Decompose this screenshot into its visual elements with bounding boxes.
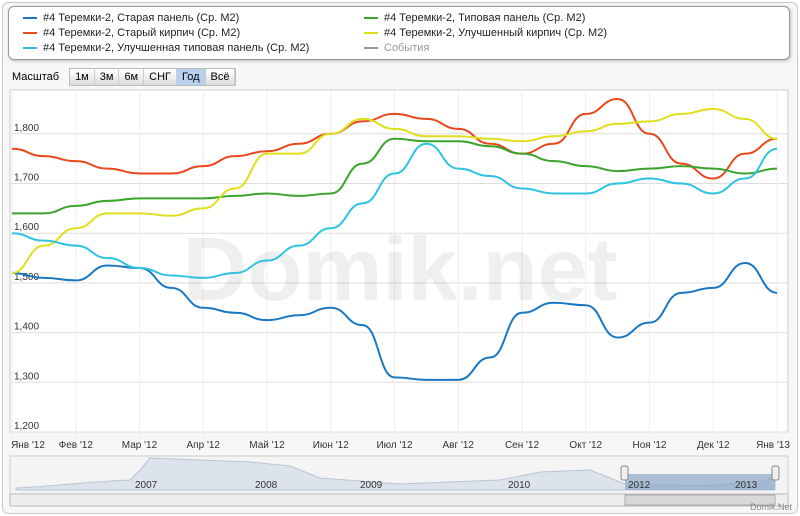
- x-tick-label: Апр '12: [187, 440, 221, 451]
- legend-label: События: [384, 41, 430, 54]
- x-tick-label: Окт '12: [569, 440, 602, 451]
- series-line-3[interactable]: [11, 107, 778, 274]
- series-line-4[interactable]: [11, 142, 778, 279]
- zoom-button-1м[interactable]: 1м: [70, 69, 95, 85]
- footer-credit: Domik.Net: [749, 502, 792, 512]
- zoom-button-6м[interactable]: 6м: [119, 69, 145, 85]
- scrollbar-thumb[interactable]: [624, 494, 776, 506]
- legend-swatch-icon: [364, 16, 378, 19]
- x-tick-label: Май '12: [249, 440, 285, 451]
- y-tick-label: 1,300: [14, 371, 39, 382]
- navigator-year-label: 2008: [255, 480, 278, 491]
- legend-swatch-icon: [364, 31, 378, 34]
- navigator-left-handle[interactable]: [620, 465, 629, 481]
- series-line-1[interactable]: [11, 98, 778, 180]
- y-tick-label: 1,800: [14, 123, 39, 134]
- legend-label: #4 Теремки-2, Улучшенный кирпич (Ср. М2): [384, 26, 608, 39]
- zoom-controls: Масштаб 1м 3м 6м СНГ Год Всё: [12, 68, 237, 86]
- navigator-right-handle[interactable]: [771, 465, 780, 481]
- legend-label: #4 Теремки-2, Старая панель (Ср. М2): [43, 11, 240, 24]
- y-tick-label: 1,200: [14, 421, 39, 432]
- legend-item[interactable]: #4 Теремки-2, Старый кирпич (Ср. М2): [23, 25, 240, 40]
- y-tick-label: 1,700: [14, 173, 39, 184]
- zoom-button-Всё[interactable]: Всё: [205, 69, 236, 85]
- x-tick-label: Мар '12: [122, 440, 158, 451]
- x-tick-label: Июл '12: [376, 440, 413, 451]
- zoom-button-3м[interactable]: 3м: [94, 69, 120, 85]
- x-tick-label: Сен '12: [505, 440, 540, 451]
- navigator[interactable]: 2007 2008 2009 2010 2012 2013: [9, 455, 789, 495]
- legend-swatch-icon: [23, 46, 37, 49]
- navigator-selection[interactable]: [625, 474, 775, 490]
- navigator-year-label: 2010: [508, 480, 531, 491]
- zoom-button-СНГ[interactable]: СНГ: [144, 69, 177, 85]
- x-tick-label: Дек '12: [697, 440, 730, 451]
- legend-swatch-icon: [23, 16, 37, 19]
- legend: #4 Теремки-2, Старая панель (Ср. М2) #4 Т…: [8, 6, 790, 60]
- legend-label: #4 Теремки-2, Типовая панель (Ср. М2): [384, 11, 586, 24]
- navigator-year-label: 2013: [735, 480, 758, 491]
- zoom-label: Масштаб: [12, 71, 60, 83]
- y-tick-label: 1,500: [14, 272, 39, 283]
- x-tick-label: Ноя '12: [632, 440, 666, 451]
- legend-label: #4 Теремки-2, Улучшенная типовая панель …: [43, 41, 310, 54]
- legend-swatch-icon: [23, 31, 37, 34]
- legend-item[interactable]: События: [364, 40, 429, 55]
- x-tick-label: Фев '12: [59, 440, 94, 451]
- scrollbar[interactable]: [9, 493, 789, 507]
- navigator-year-label: 2007: [135, 480, 158, 491]
- x-tick-label: Авг '12: [443, 440, 475, 451]
- x-tick-label: Янв '13: [756, 440, 790, 451]
- navigator-year-label: 2012: [628, 480, 651, 491]
- y-tick-label: 1,600: [14, 222, 39, 233]
- legend-swatch-icon: [364, 46, 378, 49]
- x-tick-label: Янв '12: [11, 440, 45, 451]
- series-line-2[interactable]: [12, 137, 778, 215]
- zoom-button-Год[interactable]: Год: [176, 69, 206, 85]
- legend-item[interactable]: #4 Теремки-2, Старая панель (Ср. М2): [23, 10, 239, 25]
- x-tick-label: Июн '12: [313, 440, 349, 451]
- legend-label: #4 Теремки-2, Старый кирпич (Ср. М2): [43, 26, 241, 39]
- legend-item[interactable]: #4 Теремки-2, Улучшенная типовая панель …: [23, 40, 309, 55]
- legend-item[interactable]: #4 Теремки-2, Типовая панель (Ср. М2): [364, 10, 585, 25]
- y-tick-label: 1,400: [14, 322, 39, 333]
- navigator-year-label: 2009: [360, 480, 383, 491]
- legend-item[interactable]: #4 Теремки-2, Улучшенный кирпич (Ср. М2): [364, 25, 607, 40]
